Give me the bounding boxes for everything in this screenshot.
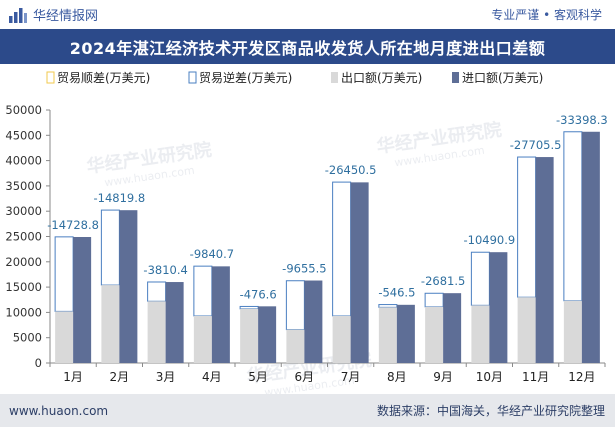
x-tick-label: 7月 bbox=[341, 370, 361, 384]
x-tick-label: 11月 bbox=[522, 370, 549, 384]
y-tick-label: 50000 bbox=[5, 103, 42, 117]
export-bar bbox=[425, 306, 444, 363]
legend-swatch bbox=[188, 71, 197, 84]
balance-data-label: -27705.5 bbox=[510, 138, 562, 152]
balance-data-label: -9840.7 bbox=[190, 247, 234, 261]
x-tick-label: 9月 bbox=[433, 370, 453, 384]
balance-data-label: -26450.5 bbox=[325, 163, 377, 177]
legend-label: 贸易顺差(万美元) bbox=[57, 71, 150, 85]
x-tick-label: 12月 bbox=[568, 370, 595, 384]
import-bar bbox=[165, 282, 184, 363]
legend-label: 出口额(万美元) bbox=[341, 71, 422, 85]
export-bar bbox=[471, 305, 490, 363]
export-bar bbox=[147, 301, 166, 363]
deficit-bar bbox=[424, 292, 444, 308]
data-source: 数据来源：中国海关，华经产业研究院整理 bbox=[376, 404, 605, 418]
legend-swatch bbox=[331, 72, 338, 83]
export-bar bbox=[332, 315, 351, 363]
x-tick-label: 6月 bbox=[295, 370, 315, 384]
x-tick-label: 3月 bbox=[156, 370, 176, 384]
footer-website[interactable]: www.huaon.com bbox=[9, 403, 109, 418]
import-bar bbox=[396, 304, 415, 363]
legend-label: 进口额(万美元) bbox=[462, 71, 543, 85]
export-bar bbox=[193, 315, 212, 363]
import-bar bbox=[489, 252, 508, 363]
chart-title: 2024年湛江经济技术开发区商品收发货人所在地月度进出口差额 bbox=[0, 29, 615, 64]
x-tick-label: 2月 bbox=[110, 370, 130, 384]
export-bar bbox=[286, 329, 305, 363]
import-bar bbox=[211, 266, 230, 363]
logo-icon bbox=[9, 7, 27, 23]
balance-data-label: -546.5 bbox=[378, 286, 415, 300]
balance-data-label: -476.6 bbox=[240, 287, 277, 301]
balance-data-label: -3810.4 bbox=[143, 263, 187, 277]
deficit-bar bbox=[563, 131, 583, 302]
deficit-bar bbox=[332, 181, 352, 317]
export-bar bbox=[378, 307, 397, 363]
y-tick-label: 30000 bbox=[5, 204, 42, 218]
legend-swatch bbox=[46, 71, 55, 84]
balance-data-label: -14819.8 bbox=[94, 191, 146, 205]
import-bar bbox=[581, 131, 600, 363]
x-tick-label: 4月 bbox=[202, 370, 222, 384]
deficit-bar bbox=[285, 280, 305, 331]
brand[interactable]: 华经情报网 bbox=[9, 5, 98, 24]
legend-item-4: 进口额(万美元) bbox=[452, 71, 543, 85]
y-tick-label: 40000 bbox=[5, 154, 42, 168]
tagline: 专业严谨 • 客观科学 bbox=[491, 8, 602, 22]
balance-data-label: -33398.3 bbox=[556, 113, 608, 127]
site-name: 华经情报网 bbox=[33, 9, 99, 24]
import-bar bbox=[350, 182, 369, 363]
import-bar bbox=[535, 157, 554, 363]
footer: www.huaon.com 数据来源：中国海关，华经产业研究院整理 bbox=[0, 394, 615, 427]
export-bar bbox=[240, 308, 259, 363]
import-bar bbox=[73, 237, 92, 363]
top-bar: 华经情报网 专业严谨 • 客观科学 bbox=[0, 0, 615, 29]
deficit-bar bbox=[470, 251, 490, 306]
balance-data-label: -14728.8 bbox=[47, 218, 99, 232]
legend-item-3: 出口额(万美元) bbox=[331, 71, 422, 85]
y-tick-label: 0 bbox=[35, 356, 42, 370]
deficit-bar bbox=[193, 265, 213, 317]
y-tick-label: 15000 bbox=[5, 280, 42, 294]
y-tick-label: 20000 bbox=[5, 255, 42, 269]
import-bar bbox=[443, 293, 462, 363]
export-bar bbox=[55, 311, 74, 363]
deficit-bar bbox=[100, 209, 120, 286]
x-tick-label: 10月 bbox=[476, 370, 503, 384]
export-bar bbox=[101, 285, 120, 363]
deficit-bar bbox=[147, 281, 167, 302]
balance-data-label: -9655.5 bbox=[282, 262, 326, 276]
y-tick-label: 10000 bbox=[5, 305, 42, 319]
legend-swatch bbox=[452, 72, 459, 83]
x-tick-label: 5月 bbox=[248, 370, 268, 384]
x-tick-label: 1月 bbox=[63, 370, 83, 384]
deficit-bar bbox=[517, 156, 537, 298]
export-bar bbox=[517, 297, 536, 363]
deficit-bar bbox=[54, 236, 74, 312]
deficit-bar bbox=[378, 304, 398, 308]
chart: 华经产业研究院www.huaon.com华经产业研究院www.huaon.com… bbox=[5, 70, 608, 394]
deficit-bar bbox=[239, 305, 259, 310]
legend-item-2: 贸易逆差(万美元) bbox=[188, 70, 292, 85]
y-tick-label: 35000 bbox=[5, 179, 42, 193]
y-tick-label: 25000 bbox=[5, 230, 42, 244]
import-bar bbox=[258, 306, 277, 363]
y-tick-label: 45000 bbox=[5, 128, 42, 142]
export-bar bbox=[563, 300, 582, 363]
import-bar bbox=[119, 210, 138, 363]
y-tick-label: 5000 bbox=[13, 331, 42, 345]
legend-label: 贸易逆差(万美元) bbox=[199, 70, 292, 85]
x-tick-label: 8月 bbox=[387, 370, 407, 384]
import-bar bbox=[304, 280, 323, 363]
balance-data-label: -10490.9 bbox=[464, 233, 516, 247]
legend-item-1: 贸易顺差(万美元) bbox=[46, 71, 150, 85]
balance-data-label: -2681.5 bbox=[421, 274, 465, 288]
